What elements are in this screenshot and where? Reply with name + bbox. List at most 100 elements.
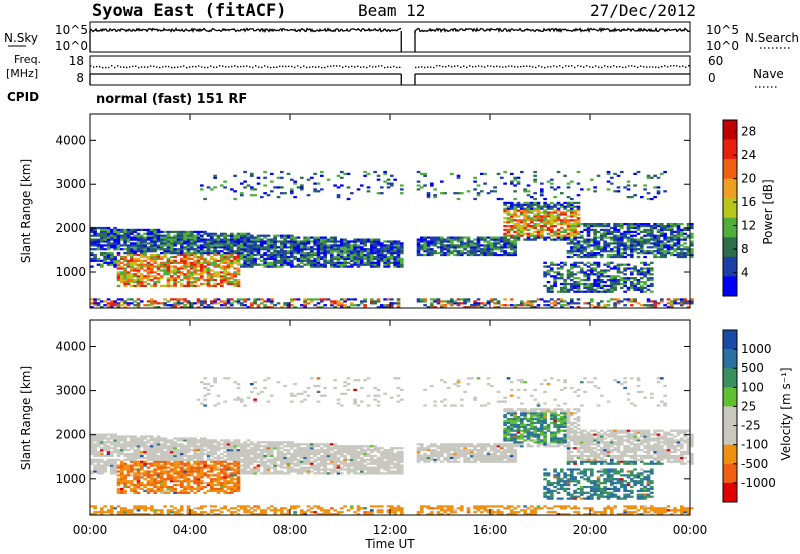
heatmap-cell [103,462,107,465]
heatmap-cell [556,302,561,305]
heatmap-cell [636,226,641,230]
heatmap-cell [156,480,161,483]
heatmap-cell [646,250,651,253]
heatmap-cell [520,300,524,303]
heatmap-cell [370,248,374,251]
heatmap-cell [183,445,187,448]
heatmap-cell [210,279,214,282]
heatmap-cell [190,281,194,284]
heatmap-cell [110,238,114,241]
heatmap-cell [146,482,151,485]
heatmap-cell [603,290,607,293]
heatmap-cell [200,381,204,384]
heatmap-cell [646,238,651,241]
heatmap-cell [426,246,431,249]
heatmap-cell [623,282,627,286]
heatmap-cell [446,302,451,305]
heatmap-cell [143,489,147,493]
heatmap-cell [180,485,184,489]
heatmap-cell [93,232,97,235]
heatmap-cell [200,513,204,516]
heatmap-cell [636,302,641,305]
heatmap-cell [176,462,181,465]
heatmap-cell [140,263,144,266]
heatmap-cell [360,238,364,241]
heatmap-cell [673,302,677,305]
heatmap-cell [106,230,111,234]
heatmap-cell [526,205,531,208]
heatmap-cell [376,306,381,309]
heatmap-cell [310,246,314,249]
heatmap-cell [566,225,571,228]
heatmap-cell [126,458,131,461]
heatmap-cell [490,250,494,253]
heatmap-cell [356,240,361,243]
heatmap-cell [520,203,524,206]
heatmap-cell [153,450,157,454]
heatmap-cell [613,304,617,307]
heatmap-cell [566,223,571,226]
heatmap-cell [540,217,544,220]
heatmap-cell [263,248,267,251]
heatmap-cell [216,458,221,461]
heatmap-cell [393,178,397,181]
heatmap-cell [513,225,517,228]
heatmap-cell [383,180,387,183]
nave-point [201,66,203,68]
heatmap-cell [310,259,314,262]
heatmap-cell [503,182,507,185]
heatmap-cell [130,441,134,444]
heatmap-cell [130,250,134,253]
heatmap-cell [340,250,344,253]
heatmap-cell [493,244,497,247]
heatmap-cell [316,248,321,251]
heatmap-cell [220,277,224,280]
heatmap-cell [630,282,634,286]
heatmap-cell [146,265,151,268]
heatmap-cell [193,460,197,463]
heatmap-cell [253,302,257,305]
heatmap-cell [373,248,377,251]
heatmap-cell [523,225,527,228]
heatmap-cell [153,238,157,241]
heatmap-cell [216,449,221,452]
heatmap-cell [200,480,204,483]
heatmap-cell [516,232,521,235]
nave-point [451,66,453,68]
heatmap-cell [283,236,287,239]
heatmap-cell [306,257,311,261]
heatmap-cell [596,281,601,284]
heatmap-cell [93,240,97,243]
heatmap-cell [320,246,324,249]
heatmap-cell [153,464,157,467]
heatmap-cell [546,226,551,230]
heatmap-cell [120,450,124,454]
heatmap-cell [650,252,654,255]
heatmap-cell [263,192,267,195]
heatmap-cell [166,487,171,491]
heatmap-cell [506,209,511,212]
heatmap-cell [106,304,111,307]
heatmap-cell [653,250,657,253]
heatmap-cell [176,281,181,284]
heatmap-cell [186,271,191,274]
heatmap-cell [396,261,401,264]
heatmap-cell [190,443,194,446]
heatmap-cell [336,253,341,257]
heatmap-cell [590,286,594,290]
heatmap-cell [270,248,274,251]
heatmap-cell [536,223,541,226]
heatmap-cell [606,246,611,249]
heatmap-cell [130,509,134,512]
heatmap-cell [230,458,234,461]
heatmap-cell [190,489,194,493]
heatmap-cell [136,439,141,442]
heatmap-cell [236,252,241,255]
heatmap-cell [186,240,191,243]
heatmap-cell [470,250,474,253]
heatmap-cell [486,253,491,257]
heatmap-cell [533,225,537,228]
heatmap-cell [526,219,531,222]
heatmap-cell [120,273,124,276]
heatmap-cell [263,236,267,239]
